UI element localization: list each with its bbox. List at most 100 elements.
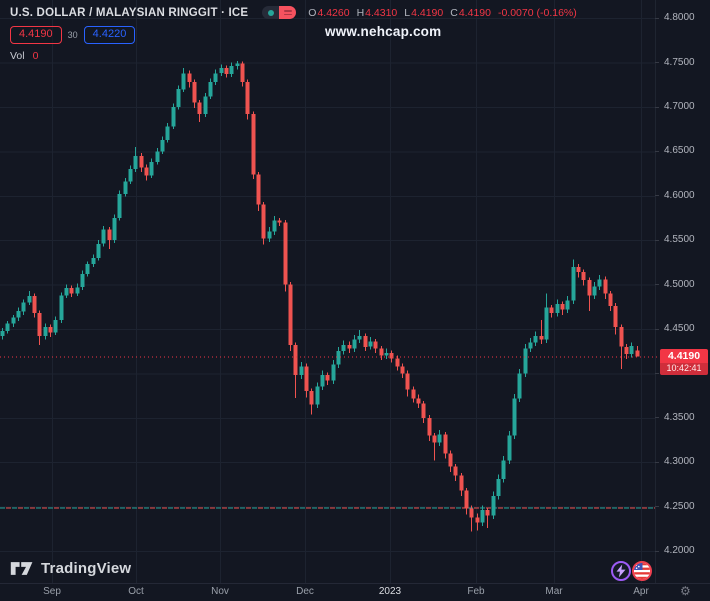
time-axis-label: Dec [296,586,314,597]
candle [123,181,128,194]
bid-price-button[interactable]: 4.4190 [10,26,62,44]
time-axis[interactable]: ⚙ Sep Oct Nov Dec 2023 Feb Mar Apr [0,583,710,601]
candle [325,375,330,381]
candle [171,107,176,127]
menu-bar-icon [283,13,292,15]
candle [437,434,442,443]
price-axis-divider [655,0,656,583]
candle [149,162,154,176]
candle [347,345,352,349]
candle [91,258,96,265]
candle [565,300,570,310]
candle [155,151,160,163]
candle [5,323,10,331]
price-tick [655,284,659,285]
candle [293,345,298,376]
candle [549,307,554,313]
candle [128,169,133,182]
tradingview-logo[interactable]: TradingView [10,559,131,578]
candle [613,305,618,328]
gear-icon[interactable]: ⚙ [680,584,691,598]
price-axis-label: 4.7500 [664,56,695,68]
last-price-badge: 4.4190 10:42:41 [660,349,708,376]
candle [48,327,53,333]
candle [267,231,272,239]
candle [629,345,634,354]
menu-bar-icon [283,10,292,12]
symbol-title[interactable]: U.S. DOLLAR / MALAYSIAN RINGGIT · ICE [10,6,249,19]
price-tick [655,462,659,463]
tradingview-wordmark: TradingView [41,560,132,577]
low-label: L [404,6,411,19]
candle [192,82,197,103]
candle [512,398,517,436]
candle [459,475,464,491]
candle [352,339,357,349]
price-axis-label: 4.7000 [664,101,695,112]
price-tick [655,240,659,241]
open-value: 4.4260 [317,6,350,19]
candle [533,336,538,343]
candle [251,114,256,175]
price-tick [655,18,659,19]
candle [197,102,202,115]
candle [224,67,229,75]
candle [80,273,85,288]
price-tick [655,551,659,552]
candle [32,296,37,313]
price-tick [655,151,659,152]
candle [341,345,346,352]
candle [475,517,480,523]
close-label: C [450,6,458,19]
candle [261,204,266,239]
candle [469,508,474,518]
price-axis-label: 4.2500 [664,500,695,512]
close-value: 4.4190 [458,6,491,19]
watermark-text: www.nehcap.com [325,24,442,39]
candle [203,96,208,115]
candle-wick [471,505,472,532]
time-axis-label: Oct [128,586,144,597]
time-axis-label: Mar [545,586,563,597]
candle [299,366,304,376]
candle [85,264,90,274]
candle [379,348,384,356]
candles [0,60,640,532]
candle [229,66,234,75]
us-market-button[interactable] [632,561,652,581]
candle [363,336,368,347]
candle [603,279,608,294]
candle [133,155,138,170]
price-axis-label: 4.3000 [664,456,695,468]
price-tick [655,62,659,63]
candle [453,466,458,476]
candle [587,280,592,296]
candle [288,284,293,345]
candle [523,348,528,374]
candle [208,82,213,97]
price-axis-label: 4.6500 [664,145,695,157]
candle [560,304,565,310]
candle [43,327,48,337]
price-axis[interactable]: 4.8000 4.7500 4.7000 4.6500 4.6000 4.5500 4.50… [655,0,710,583]
candle [507,435,512,461]
candle [277,220,282,223]
candle [160,139,165,152]
candle [544,307,549,340]
us-flag-icon [634,563,650,579]
price-axis-label: 4.8000 [664,12,695,24]
candle [539,336,544,340]
instant-order-button[interactable] [611,561,631,581]
ask-price-button[interactable]: 4.4220 [83,26,136,44]
candle [11,317,16,324]
candle [517,373,522,399]
candle-wick [487,507,488,528]
price-tick [655,506,659,507]
candle [635,350,640,357]
candle [213,73,218,83]
candle [331,364,336,381]
visibility-toggle[interactable] [262,6,297,19]
